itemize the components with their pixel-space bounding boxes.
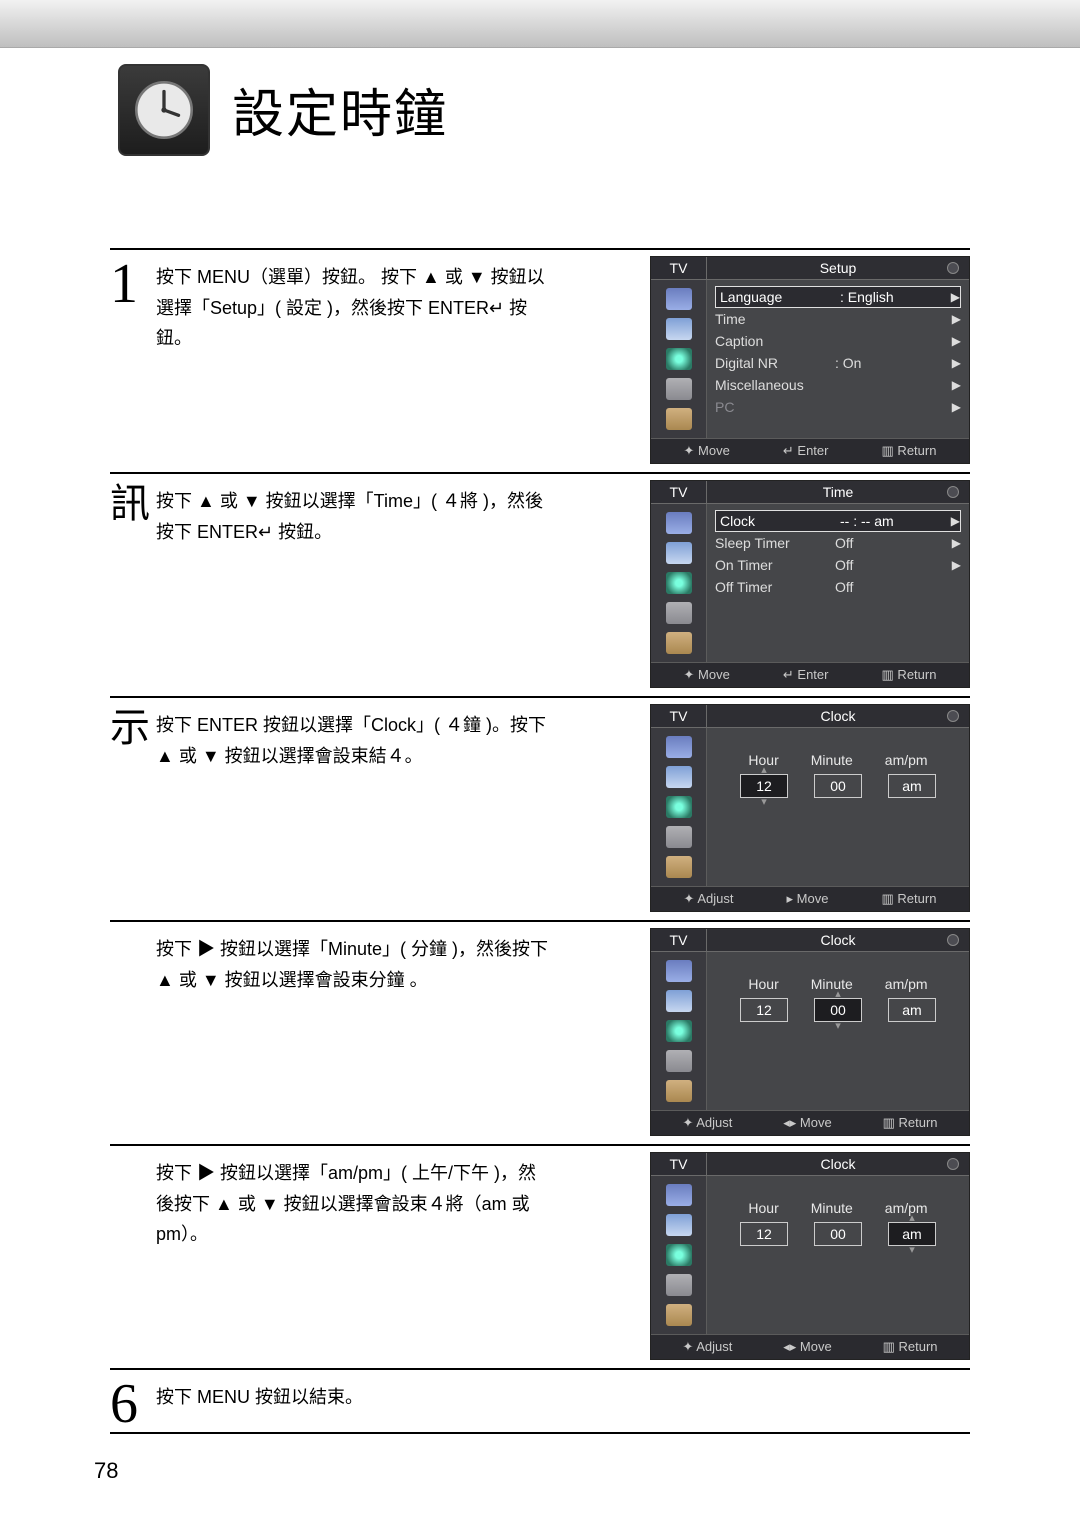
step-text: 按下 ▶ 按鈕以選擇「Minute」( 分鐘 )，然後按下 ▲ 或 ▼ 按鈕以選… [156,922,556,1144]
step-text: 按下 ▲ 或 ▼ 按鈕以選擇「Time」( ４將 )，然後按下 ENTER↵ 按… [156,474,556,696]
osd-title: Setup [707,257,969,280]
step-5: 按下 ▶ 按鈕以選擇「am/pm」( 上午/下午 )，然後按下 ▲ 或 ▼ 按鈕… [110,1144,970,1368]
step-text: 按下 MENU 按鈕以結束。 [156,1370,556,1432]
page-title: 設定時鐘 [232,72,448,147]
osd-clock-minute: TVClock HourMinuteam/pm 12 00 am ✦ Adjus… [650,928,970,1136]
step-text: 按下 ENTER 按鈕以選擇「Clock」( ４鐘 )。按下 ▲ 或 ▼ 按鈕以… [156,698,556,920]
ampm-field[interactable]: am [888,1222,936,1246]
step-number [110,1146,156,1368]
osd-clock-ampm: TVClock HourMinuteam/pm 12 00 am ✦ Adjus… [650,1152,970,1360]
step-2: 訊 按下 ▲ 或 ▼ 按鈕以選擇「Time」( ４將 )，然後按下 ENTER↵… [110,472,970,696]
menu-off-timer[interactable]: Off TimerOff [715,576,961,598]
hour-field[interactable]: 12 [740,998,788,1022]
osd-footer: ✦ Move↵ Enter▥ Return [651,438,969,463]
menu-caption[interactable]: Caption▶ [715,330,961,352]
top-gradient-bar [0,0,1080,48]
hour-field[interactable]: 12 [740,1222,788,1246]
osd-tab: TV [651,257,707,280]
menu-time[interactable]: Time▶ [715,308,961,330]
clock-icon [131,77,197,143]
menu-sleep-timer[interactable]: Sleep TimerOff▶ [715,532,961,554]
clock-hero-icon [118,64,210,156]
osd-clock: TVClock HourMinuteam/pm 12 00 am ✦ Adjus… [650,704,970,912]
ampm-field[interactable]: am [888,774,936,798]
step-1: 1 按下 MENU（選單）按鈕。 按下 ▲ 或 ▼ 按鈕以選擇「Setup」( … [110,248,970,472]
page-number: 78 [94,1458,118,1484]
step-6: 6 按下 MENU 按鈕以結束。 [110,1368,970,1434]
menu-language[interactable]: Language: English▶ [715,286,961,308]
minute-field[interactable]: 00 [814,1222,862,1246]
step-number: 6 [110,1370,156,1432]
osd-sidebar [651,280,707,438]
menu-clock[interactable]: Clock-- : -- am▶ [715,510,961,532]
step-3: 示 按下 ENTER 按鈕以選擇「Clock」( ４鐘 )。按下 ▲ 或 ▼ 按… [110,696,970,920]
ampm-field[interactable]: am [888,998,936,1022]
step-number: 訊 [110,474,156,696]
step-number: 示 [110,698,156,920]
step-text: 按下 ▶ 按鈕以選擇「am/pm」( 上午/下午 )，然後按下 ▲ 或 ▼ 按鈕… [156,1146,556,1368]
steps-content: 1 按下 MENU（選單）按鈕。 按下 ▲ 或 ▼ 按鈕以選擇「Setup」( … [110,248,970,1434]
step-number: 1 [110,250,156,472]
osd-time: TV Time Clock-- : -- am▶ Sleep TimerOff▶… [650,480,970,688]
menu-pc: PC▶ [715,396,961,418]
step-4: 按下 ▶ 按鈕以選擇「Minute」( 分鐘 )，然後按下 ▲ 或 ▼ 按鈕以選… [110,920,970,1144]
osd-setup: TV Setup Language: English▶ Time▶ Captio… [650,256,970,464]
menu-on-timer[interactable]: On TimerOff▶ [715,554,961,576]
minute-field[interactable]: 00 [814,998,862,1022]
step-number [110,922,156,1144]
step-text: 按下 MENU（選單）按鈕。 按下 ▲ 或 ▼ 按鈕以選擇「Setup」( 設定… [156,250,556,472]
menu-digital-nr[interactable]: Digital NR: On▶ [715,352,961,374]
menu-misc[interactable]: Miscellaneous▶ [715,374,961,396]
minute-field[interactable]: 00 [814,774,862,798]
hour-field[interactable]: 12 [740,774,788,798]
